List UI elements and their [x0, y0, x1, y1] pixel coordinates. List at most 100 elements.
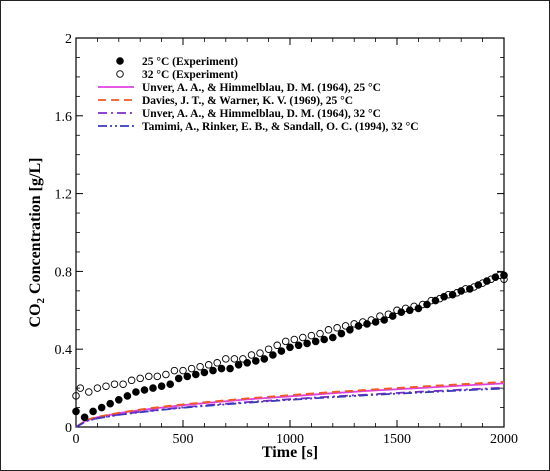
x-tick-label-1: 500 [173, 432, 194, 447]
data-point-series-1 [397, 308, 406, 317]
data-point-series-2 [162, 370, 170, 379]
data-point-series-1 [166, 380, 174, 389]
data-point-series-1 [234, 361, 243, 369]
legend-label-5: Unver, A. A., & Himmelblau, D. M. (1964)… [142, 108, 381, 120]
data-point-series-2 [230, 355, 239, 363]
data-point-series-1 [140, 386, 149, 394]
data-point-series-2 [136, 374, 144, 383]
data-point-series-1 [320, 335, 329, 344]
data-point-series-2 [367, 316, 376, 324]
data-point-series-1 [97, 403, 106, 412]
data-point-series-1 [226, 364, 234, 373]
data-point-series-2 [239, 355, 247, 363]
data-point-series-2 [436, 294, 444, 303]
data-point-series-2 [359, 318, 367, 326]
data-point-series-2 [273, 341, 281, 350]
data-point-series-1 [286, 343, 294, 352]
data-point-series-2 [401, 304, 410, 313]
data-point-series-1 [183, 372, 192, 381]
y-tick-label-4: 1.6 [55, 110, 73, 125]
data-point-series-2 [145, 372, 153, 381]
data-point-series-1 [440, 292, 448, 301]
data-point-series-1 [414, 304, 423, 313]
data-point-series-2 [85, 388, 93, 396]
data-point-series-1 [260, 355, 269, 363]
y-axis-title: CO2 Concentration [g/L] [27, 158, 47, 328]
data-point-series-1 [406, 306, 414, 315]
data-point-series-2 [418, 300, 427, 309]
data-point-series-2 [350, 320, 358, 328]
data-point-series-1 [132, 388, 140, 396]
data-point-series-2 [376, 312, 384, 320]
data-point-series-2 [247, 351, 256, 359]
data-point-series-1 [277, 347, 286, 355]
data-point-series-1 [72, 407, 80, 416]
experiment-points [72, 271, 508, 422]
legend-marker-1 [116, 57, 124, 65]
data-point-series-2 [384, 310, 393, 318]
y-tick-label-0: 0 [65, 421, 72, 436]
data-point-series-1 [80, 413, 89, 422]
data-point-series-1 [294, 341, 303, 350]
data-point-series-1 [217, 364, 226, 373]
data-point-series-2 [153, 372, 162, 381]
data-point-series-2 [204, 361, 213, 369]
data-point-series-2 [427, 296, 435, 305]
data-point-series-1 [380, 316, 389, 324]
data-point-series-2 [93, 384, 102, 392]
data-point-series-1 [149, 384, 157, 392]
data-point-series-2 [478, 279, 487, 287]
data-point-series-1 [200, 368, 209, 377]
data-point-series-2 [213, 359, 221, 367]
y-tick-label-2: 0.8 [55, 265, 73, 280]
data-point-series-1 [474, 281, 483, 289]
legend-label-3: Unver, A. A., & Himmelblau, D. M. (1964)… [142, 82, 381, 94]
data-point-series-1 [192, 370, 200, 379]
data-point-series-1 [329, 333, 337, 342]
data-point-series-1 [311, 337, 320, 346]
data-point-series-1 [123, 392, 132, 400]
legend: 25 °C (Experiment)32 °C (Experiment)Unve… [98, 56, 419, 133]
data-point-series-2 [102, 382, 110, 390]
data-point-series-1 [371, 318, 380, 326]
data-point-series-2 [307, 331, 316, 340]
data-point-series-1 [337, 329, 346, 338]
data-point-series-1 [243, 359, 251, 367]
data-point-series-2 [264, 345, 273, 353]
data-point-series-1 [115, 396, 123, 404]
model-curves [75, 381, 505, 428]
data-point-series-2 [299, 333, 307, 342]
data-point-series-2 [187, 364, 196, 373]
x-tick-label-0: 0 [73, 432, 80, 447]
data-point-series-2 [72, 392, 80, 400]
legend-label-2: 32 °C (Experiment) [142, 69, 238, 81]
data-point-series-1 [252, 357, 260, 365]
data-point-series-2 [110, 380, 119, 388]
data-point-series-1 [354, 322, 363, 330]
y-axis-title-rest: Concentration [g/L] [27, 158, 44, 298]
data-point-series-2 [324, 326, 333, 334]
data-point-series-2 [119, 380, 127, 388]
data-point-series-2 [290, 335, 299, 344]
y-tick-label-1: 0.4 [55, 343, 73, 358]
data-point-series-2 [222, 355, 230, 363]
data-point-series-2 [341, 322, 350, 330]
data-point-series-2 [316, 329, 324, 338]
data-point-series-1 [346, 326, 354, 334]
x-tick-label-4: 2000 [490, 432, 518, 447]
data-point-series-2 [453, 289, 461, 297]
data-point-series-2 [444, 290, 453, 299]
data-point-series-2 [256, 349, 264, 357]
data-point-series-1 [491, 273, 500, 282]
data-point-series-2 [179, 366, 187, 375]
data-point-series-2 [127, 376, 136, 385]
data-point-series-1 [269, 351, 277, 359]
data-point-series-2 [333, 324, 341, 332]
y-tick-label-5: 2 [65, 32, 72, 47]
data-point-series-1 [106, 399, 114, 408]
data-point-series-1 [174, 374, 183, 383]
data-point-series-1 [303, 339, 311, 348]
data-point-series-2 [393, 306, 401, 315]
y-tick-label-3: 1.2 [55, 188, 73, 203]
